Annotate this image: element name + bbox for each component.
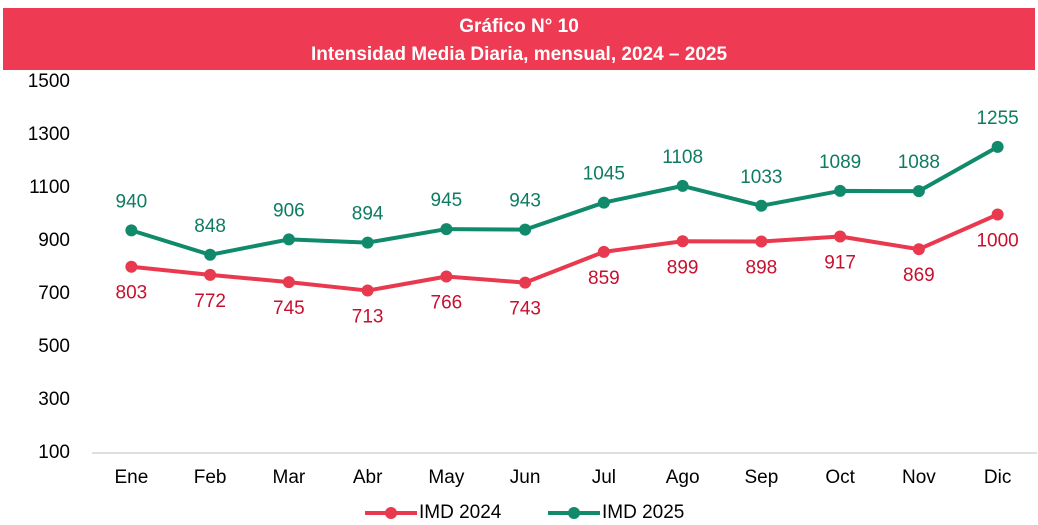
point — [204, 248, 217, 261]
point — [282, 276, 295, 289]
data-label: 917 — [824, 253, 856, 274]
y-tick-label: 700 — [38, 283, 70, 304]
y-tick-label: 900 — [38, 230, 70, 251]
legend-label: IMD 2025 — [602, 502, 684, 523]
point — [834, 230, 847, 243]
data-label: 1000 — [976, 231, 1018, 252]
point — [204, 268, 217, 281]
x-tick-label: Dic — [984, 467, 1011, 488]
x-tick-label: May — [428, 467, 464, 488]
x-tick-label: Oct — [825, 467, 855, 488]
data-label: 803 — [116, 283, 148, 304]
point — [519, 276, 532, 289]
chart-title: Gráfico N° 10 — [459, 16, 579, 37]
data-label: 1033 — [740, 167, 782, 188]
point — [125, 260, 138, 273]
x-tick-label: Sep — [744, 467, 778, 488]
x-tick-label: Ene — [114, 467, 148, 488]
point — [912, 243, 925, 256]
data-label: 906 — [273, 200, 305, 221]
y-tick-label: 500 — [38, 336, 70, 357]
title-banner — [3, 8, 1035, 70]
data-label: 940 — [116, 191, 148, 212]
x-tick-label: Abr — [353, 467, 383, 488]
point — [440, 270, 453, 283]
series-line — [130, 145, 999, 257]
point — [991, 140, 1004, 153]
x-tick-label: Ago — [666, 467, 700, 488]
y-tick-label: 1300 — [28, 124, 70, 145]
point — [755, 235, 768, 248]
data-label: 943 — [509, 191, 541, 212]
point — [676, 235, 689, 248]
y-tick-label: 1100 — [29, 177, 70, 198]
point — [597, 196, 610, 209]
data-label: 766 — [431, 293, 463, 314]
data-label: 1088 — [898, 152, 940, 173]
data-label: 894 — [352, 204, 384, 225]
y-tick-label: 1500 — [28, 71, 70, 92]
point — [519, 223, 532, 236]
y-tick-label: 100 — [38, 442, 70, 463]
series-line — [131, 212, 999, 293]
point — [282, 233, 295, 246]
data-label: 1108 — [662, 147, 703, 168]
data-label: 745 — [273, 298, 305, 319]
point — [834, 184, 847, 197]
chart-subtitle: Intensidad Media Diaria, mensual, 2024 –… — [311, 44, 728, 65]
data-label: 713 — [352, 307, 384, 328]
point — [361, 236, 374, 249]
data-label: 898 — [746, 258, 778, 279]
point — [912, 185, 925, 198]
legend-marker — [568, 507, 580, 519]
data-label: 848 — [194, 216, 226, 237]
data-label: 772 — [194, 291, 226, 312]
point — [361, 284, 374, 297]
x-tick-label: Jul — [592, 467, 616, 488]
data-label: 1045 — [583, 164, 625, 185]
data-label: 899 — [667, 257, 699, 278]
data-label: 1089 — [819, 152, 861, 173]
point — [597, 245, 610, 258]
data-label: 1255 — [976, 108, 1018, 129]
legend-marker — [385, 507, 397, 519]
x-tick-label: Jun — [510, 467, 541, 488]
data-label: 743 — [509, 299, 541, 320]
y-tick-label: 300 — [38, 389, 70, 410]
point — [755, 199, 768, 212]
data-label: 869 — [903, 265, 935, 286]
point — [440, 223, 453, 236]
point — [991, 208, 1004, 221]
x-tick-label: Feb — [194, 467, 227, 488]
data-label: 945 — [431, 190, 463, 211]
point — [125, 224, 138, 237]
point — [676, 179, 689, 192]
x-tick-label: Nov — [902, 467, 936, 488]
data-label: 859 — [588, 268, 620, 289]
x-tick-label: Mar — [273, 467, 306, 488]
legend-label: IMD 2024 — [419, 502, 502, 523]
